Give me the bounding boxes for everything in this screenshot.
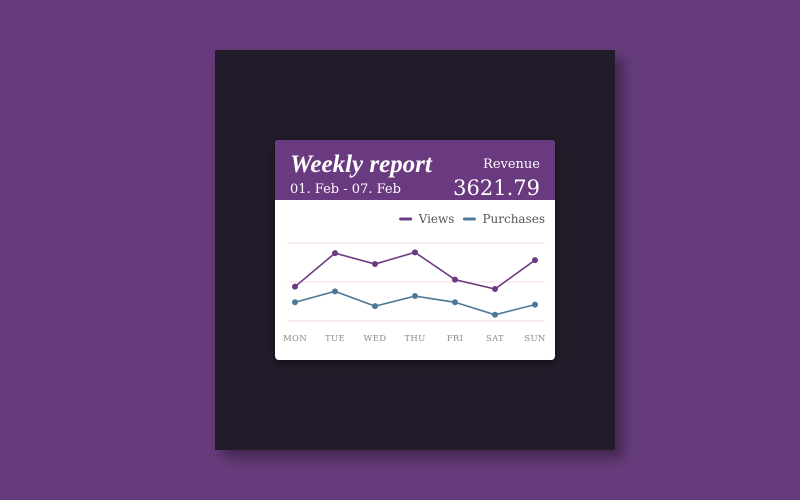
x-tick-label: THU bbox=[404, 334, 425, 344]
data-point bbox=[492, 311, 498, 318]
data-point bbox=[412, 293, 418, 300]
data-point bbox=[372, 261, 378, 268]
revenue-label: Revenue bbox=[483, 157, 540, 172]
revenue-value: 3621.79 bbox=[453, 176, 540, 200]
x-tick-label: MON bbox=[283, 334, 307, 344]
x-tick-label: WED bbox=[364, 334, 387, 344]
chart: MON TUE WED THU FRI SAT SUN Purchases Views bbox=[283, 212, 546, 344]
x-tick-label: SUN bbox=[524, 334, 546, 344]
x-tick-label: TUE bbox=[325, 334, 345, 344]
data-point bbox=[532, 257, 538, 264]
data-point bbox=[292, 283, 298, 290]
data-point bbox=[412, 249, 418, 256]
x-tick-label: FRI bbox=[447, 334, 464, 344]
card-header bbox=[275, 140, 555, 200]
x-tick-label: SAT bbox=[486, 334, 504, 344]
data-point bbox=[372, 303, 378, 310]
card-title: Weekly report bbox=[290, 151, 433, 178]
data-point bbox=[332, 250, 338, 257]
data-point bbox=[452, 299, 458, 306]
data-point bbox=[292, 299, 298, 306]
data-point bbox=[332, 288, 338, 295]
date-range: 01. Feb - 07. Feb bbox=[290, 182, 401, 197]
legend-label: Views bbox=[418, 212, 455, 226]
data-point bbox=[452, 276, 458, 283]
legend-label: Purchases bbox=[482, 212, 545, 226]
data-point bbox=[532, 301, 538, 308]
data-point bbox=[492, 286, 498, 293]
